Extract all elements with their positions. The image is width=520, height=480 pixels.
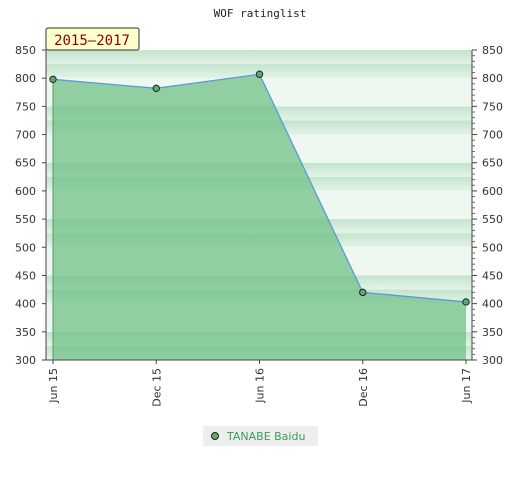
background-band [46,50,472,65]
y-tick-label-right: 800 [482,72,503,85]
y-tick-label-right: 500 [482,241,503,254]
y-axis-right: 300 350 400 450 500 550 600 650 700 750 800 850 [472,44,503,367]
y-tick-label-left: 650 [15,157,36,170]
data-point [49,75,57,84]
y-tick-label-right: 750 [482,100,503,113]
y-tick-label-right: 300 [482,354,503,367]
y-tick-label-right: 600 [482,185,503,198]
y-tick-label-left: 550 [15,213,36,226]
y-tick-label-right: 700 [482,129,503,142]
y-axis-left: 300 350 400 450 500 550 600 650 700 750 800 850 [15,44,46,367]
data-point [152,84,160,93]
y-tick-label-left: 700 [15,129,36,142]
period-label: 2015–2017 [54,33,130,49]
x-tick-label: Jun 17 [460,368,473,404]
data-markers [49,70,470,306]
y-tick-label-right: 350 [482,326,503,339]
y-tick-label-right: 450 [482,269,503,282]
y-tick-label-right: 850 [482,44,503,57]
y-tick-label-left: 350 [15,326,36,339]
y-tick-label-left: 850 [15,44,36,57]
data-point [462,298,470,306]
series-area [53,74,466,360]
y-tick-label-right: 650 [482,157,503,170]
x-tick-label: Dec 15 [150,368,163,407]
y-tick-label-left: 800 [15,72,36,85]
x-tick-label: Dec 16 [357,368,370,407]
y-tick-label-left: 750 [15,100,36,113]
x-tick-label: Jun 15 [47,368,60,404]
chart-title: WOF ratinglist [214,7,307,20]
y-tick-label-left: 450 [15,269,36,282]
data-point [359,288,367,297]
y-tick-label-left: 500 [15,241,36,254]
legend-marker-icon [211,432,219,440]
data-point [255,70,264,78]
y-tick-label-right: 550 [482,213,503,226]
y-tick-label-left: 300 [15,354,36,367]
legend-label: TANABE Baidu [226,430,305,443]
y-tick-label-left: 600 [15,185,36,198]
x-axis: Jun 15 Dec 15 Jun 16 Dec 16 Jun 17 [47,360,473,407]
period-badge: 2015–2017 [45,27,140,51]
y-tick-label-right: 400 [482,298,503,311]
legend: TANABE Baidu [203,426,318,446]
y-tick-label-left: 400 [15,298,36,311]
x-tick-label: Jun 16 [254,368,267,404]
